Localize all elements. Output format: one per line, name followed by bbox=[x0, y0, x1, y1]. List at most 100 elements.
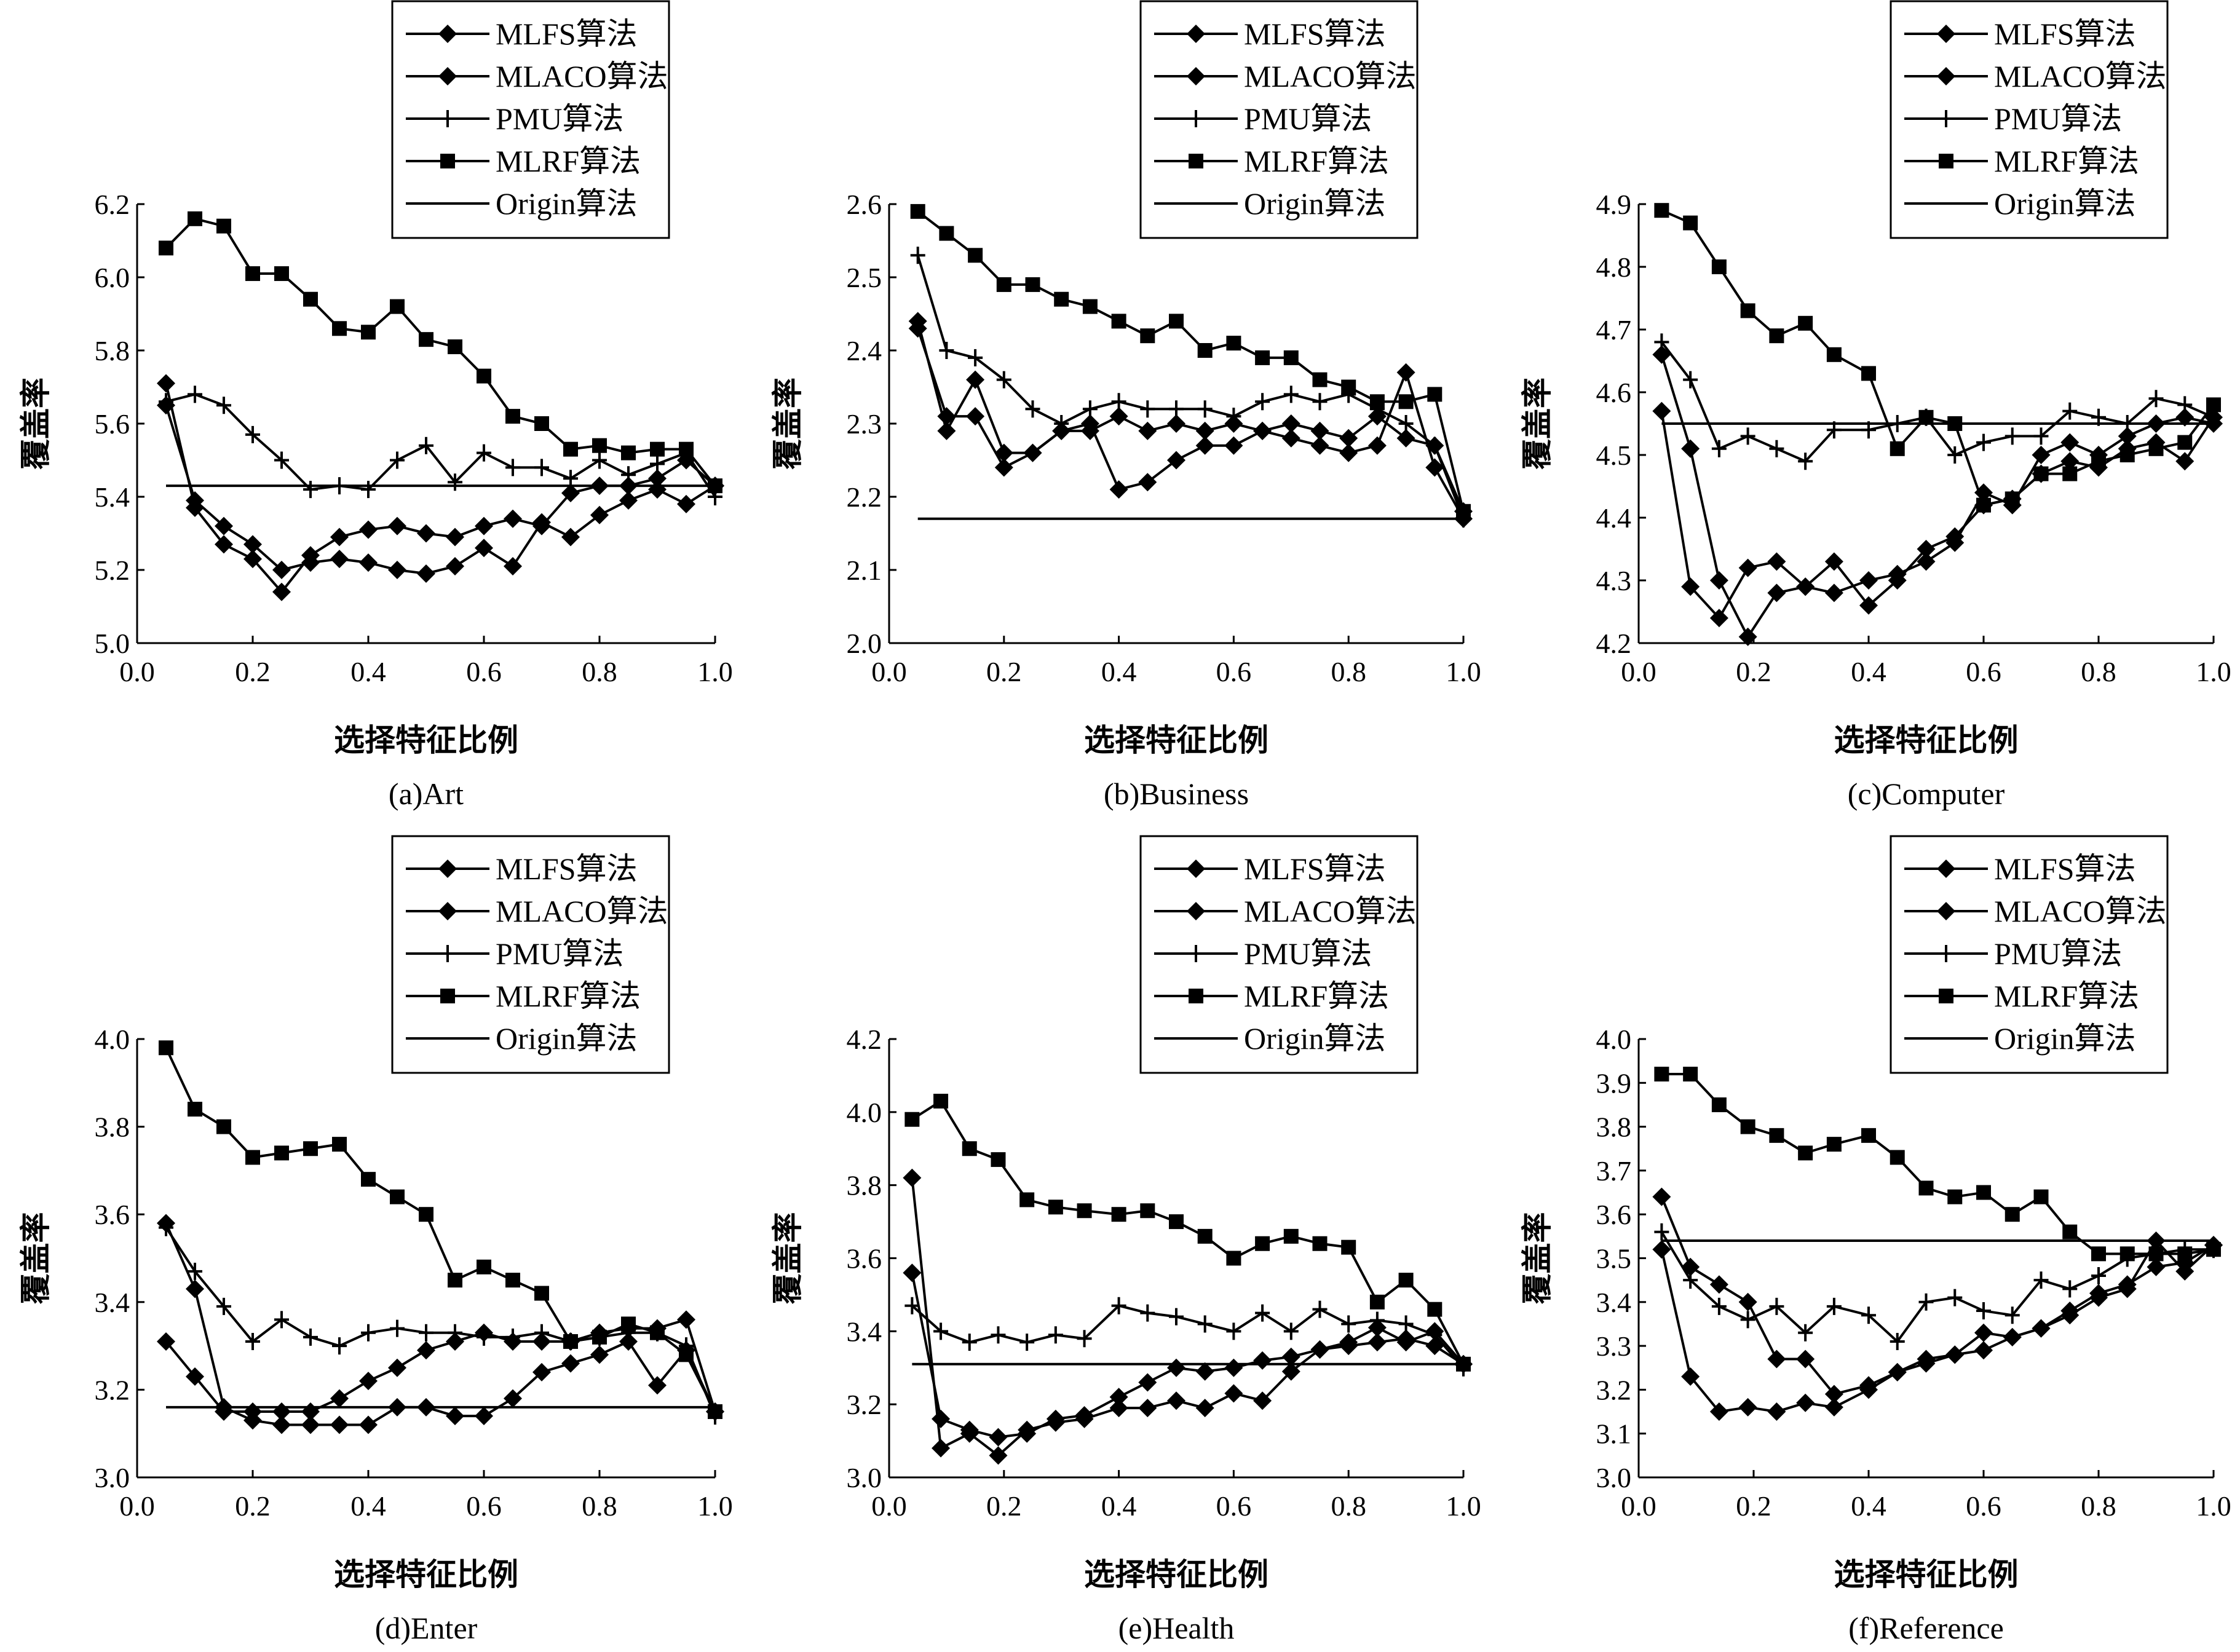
legend-label: MLACO算法 bbox=[496, 894, 668, 928]
data-point bbox=[1740, 1119, 1755, 1134]
data-point bbox=[1824, 552, 1843, 571]
data-point bbox=[216, 1119, 231, 1134]
data-point bbox=[1654, 203, 1669, 218]
data-point bbox=[2148, 441, 2164, 456]
data-point bbox=[359, 553, 378, 572]
data-point bbox=[361, 325, 376, 340]
data-point bbox=[505, 1273, 520, 1288]
data-point bbox=[2206, 1242, 2221, 1257]
data-point bbox=[1167, 451, 1185, 470]
y-tick-label: 4.7 bbox=[1596, 314, 1632, 346]
series-1 bbox=[1652, 1236, 2223, 1421]
y-tick-label: 4.8 bbox=[1596, 251, 1632, 283]
data-point bbox=[1769, 1297, 1784, 1315]
x-tick-label: 0.6 bbox=[466, 1490, 502, 1522]
data-point bbox=[2206, 397, 2221, 413]
series-3 bbox=[904, 1094, 1471, 1372]
data-point bbox=[159, 393, 173, 411]
data-point bbox=[1138, 473, 1157, 492]
data-point bbox=[186, 1279, 204, 1298]
data-point bbox=[419, 437, 433, 454]
data-point bbox=[932, 1409, 951, 1428]
data-point bbox=[1709, 1275, 1728, 1294]
series-3 bbox=[910, 204, 1471, 519]
data-point bbox=[648, 1376, 667, 1395]
series-line bbox=[165, 1047, 716, 1412]
data-point bbox=[1023, 443, 1042, 462]
legend-label: PMU算法 bbox=[1244, 936, 1372, 971]
data-point bbox=[1769, 1128, 1784, 1143]
data-point bbox=[419, 1207, 433, 1222]
data-point bbox=[159, 240, 173, 256]
data-point bbox=[1025, 400, 1040, 418]
data-point bbox=[2005, 1306, 2020, 1324]
legend-label: MLRF算法 bbox=[1244, 144, 1389, 178]
data-point bbox=[446, 528, 464, 547]
data-point bbox=[1195, 1362, 1214, 1381]
data-point bbox=[1425, 458, 1444, 477]
data-point bbox=[505, 409, 520, 424]
data-point bbox=[1711, 440, 1727, 457]
data-point bbox=[1283, 1228, 1299, 1244]
series-line bbox=[1660, 1244, 2215, 1413]
y-tick-label: 4.4 bbox=[1596, 502, 1632, 534]
data-point bbox=[2119, 448, 2135, 462]
data-point bbox=[1740, 427, 1755, 445]
data-point bbox=[2177, 1246, 2193, 1262]
data-point bbox=[1224, 1358, 1243, 1377]
data-point bbox=[1195, 1399, 1214, 1418]
data-point bbox=[1048, 1199, 1063, 1215]
data-point bbox=[1767, 583, 1786, 603]
data-point bbox=[243, 535, 262, 554]
data-point bbox=[475, 516, 493, 536]
data-point bbox=[1310, 436, 1329, 455]
legend-marker bbox=[438, 860, 457, 878]
data-point bbox=[2060, 433, 2080, 452]
legend: MLFS算法 MLACO算法 PMU算法 MLRF算法 Origin算法 bbox=[1890, 0, 2169, 239]
chart-panel-5: 3.0 3.2 3.4 3.6 3.8 4.0 4.2 0.0 0.2 0.4 0.6 0.8 1.0 覆… bbox=[770, 835, 1481, 1645]
y-tick-label: 3.2 bbox=[95, 1374, 130, 1405]
data-point bbox=[272, 1402, 291, 1421]
data-point bbox=[1917, 540, 1936, 558]
legend-marker bbox=[440, 945, 455, 962]
data-point bbox=[937, 421, 956, 440]
legend-marker bbox=[1187, 67, 1205, 85]
legend-marker bbox=[1937, 67, 1955, 85]
data-point bbox=[1918, 1293, 1934, 1311]
data-point bbox=[215, 535, 233, 554]
data-point bbox=[446, 1407, 464, 1426]
data-point bbox=[1826, 347, 1842, 362]
series-2 bbox=[910, 247, 1471, 528]
data-point bbox=[1140, 400, 1155, 418]
data-point bbox=[592, 438, 607, 453]
data-point bbox=[419, 1324, 433, 1342]
legend-marker bbox=[440, 989, 455, 1003]
y-tick-label: 4.3 bbox=[1596, 565, 1632, 596]
data-point bbox=[1341, 1239, 1356, 1255]
data-point bbox=[504, 1389, 522, 1408]
data-point bbox=[1075, 1405, 1094, 1425]
data-point bbox=[989, 1428, 1008, 1447]
data-point bbox=[1169, 1214, 1184, 1230]
data-point bbox=[388, 561, 406, 579]
data-point bbox=[1138, 421, 1157, 440]
series-2 bbox=[1654, 1223, 2221, 1350]
y-tick-label: 3.0 bbox=[847, 1462, 882, 1493]
data-point bbox=[303, 1141, 318, 1156]
data-point bbox=[361, 481, 376, 499]
data-point bbox=[1281, 1362, 1300, 1381]
data-point bbox=[1312, 372, 1328, 387]
chart-panel-4: 3.0 3.2 3.4 3.6 3.8 4.0 0.0 0.2 0.4 0.6 0.8 1.0 覆盖率选… bbox=[18, 835, 733, 1645]
data-point bbox=[2091, 1246, 2106, 1262]
series-0 bbox=[1652, 345, 2223, 646]
legend: MLFS算法 MLACO算法 PMU算法 MLRF算法 Origin算法 bbox=[1139, 0, 1419, 239]
data-point bbox=[621, 466, 636, 484]
x-tick-label: 0.0 bbox=[119, 1490, 155, 1522]
y-tick-label: 5.4 bbox=[95, 481, 130, 513]
data-point bbox=[274, 1145, 289, 1161]
data-point bbox=[1396, 363, 1415, 382]
data-point bbox=[1077, 1203, 1092, 1219]
data-point bbox=[650, 441, 665, 457]
data-point bbox=[679, 1347, 694, 1362]
data-point bbox=[1861, 366, 1876, 381]
